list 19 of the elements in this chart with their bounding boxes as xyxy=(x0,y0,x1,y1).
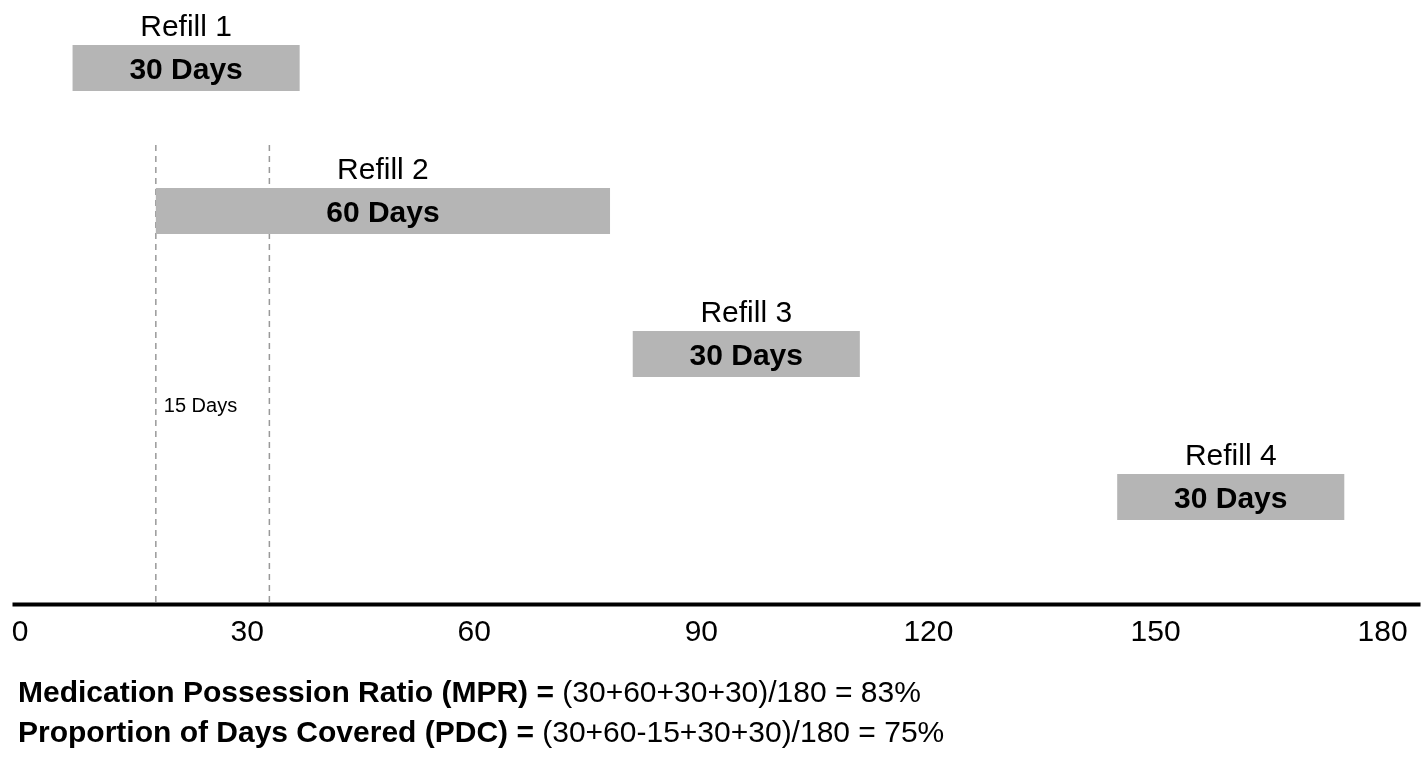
data-label: 30 Days xyxy=(689,338,803,371)
y-tick-label: Refill 3 xyxy=(700,295,793,328)
y-tick-label: Refill 4 xyxy=(1184,438,1277,471)
text: Proportion of Days Covered (PDC) = (30+60-15+30+30)/180 = 75% xyxy=(18,715,945,748)
x-tick-label: 90 xyxy=(684,614,719,648)
x-tick-label: 0 xyxy=(11,614,29,648)
x-tick-label: 150 xyxy=(1130,614,1181,648)
data-label: 60 Days xyxy=(326,195,440,228)
x-tick-label: 120 xyxy=(903,614,954,648)
x-tick-label: 30 xyxy=(230,614,264,648)
ref-line-label: 15 Days xyxy=(163,394,238,416)
x-tick-label: 60 xyxy=(457,614,491,648)
x-tick-label: 180 xyxy=(1357,614,1408,648)
bar xyxy=(155,188,611,234)
y-tick-label: Refill 2 xyxy=(337,152,429,185)
data-label: 30 Days xyxy=(129,52,243,85)
text: Medication Possession Ratio (MPR) = (30+60+30+30)/180 = 83% xyxy=(18,675,921,708)
data-label: 30 Days xyxy=(1174,481,1288,514)
y-tick-label: Refill 1 xyxy=(140,9,232,42)
